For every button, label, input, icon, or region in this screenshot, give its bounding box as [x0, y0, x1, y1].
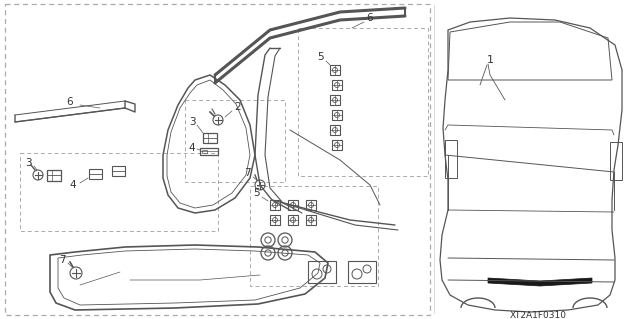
Bar [330, 95, 340, 105]
Text: 4: 4 [70, 180, 76, 190]
Bar [445, 140, 457, 178]
Bar [288, 200, 298, 210]
Polygon shape [488, 278, 592, 286]
Bar [332, 110, 342, 120]
Text: 7: 7 [244, 168, 250, 178]
Bar [88, 169, 102, 179]
Bar [306, 215, 316, 225]
Text: 5: 5 [317, 52, 323, 62]
Bar [288, 215, 298, 225]
Text: 7: 7 [59, 255, 65, 265]
Bar [306, 200, 316, 210]
Bar [330, 65, 340, 75]
Text: 1: 1 [486, 55, 493, 65]
Bar [111, 166, 125, 176]
Bar [203, 133, 217, 143]
Text: XT2A1F0310: XT2A1F0310 [509, 310, 566, 319]
Bar [47, 170, 61, 181]
Bar [332, 80, 342, 90]
Bar [332, 140, 342, 150]
Text: 5: 5 [253, 188, 259, 198]
Text: 6: 6 [367, 13, 373, 23]
Text: 4: 4 [189, 143, 195, 153]
Text: 3: 3 [189, 117, 195, 127]
Bar [270, 215, 280, 225]
Bar [202, 150, 207, 153]
Text: 2: 2 [235, 102, 241, 112]
Bar [610, 142, 622, 180]
Bar [330, 125, 340, 135]
Bar [200, 148, 218, 155]
Text: 6: 6 [67, 97, 74, 107]
Text: 3: 3 [25, 158, 31, 168]
Bar [270, 200, 280, 210]
